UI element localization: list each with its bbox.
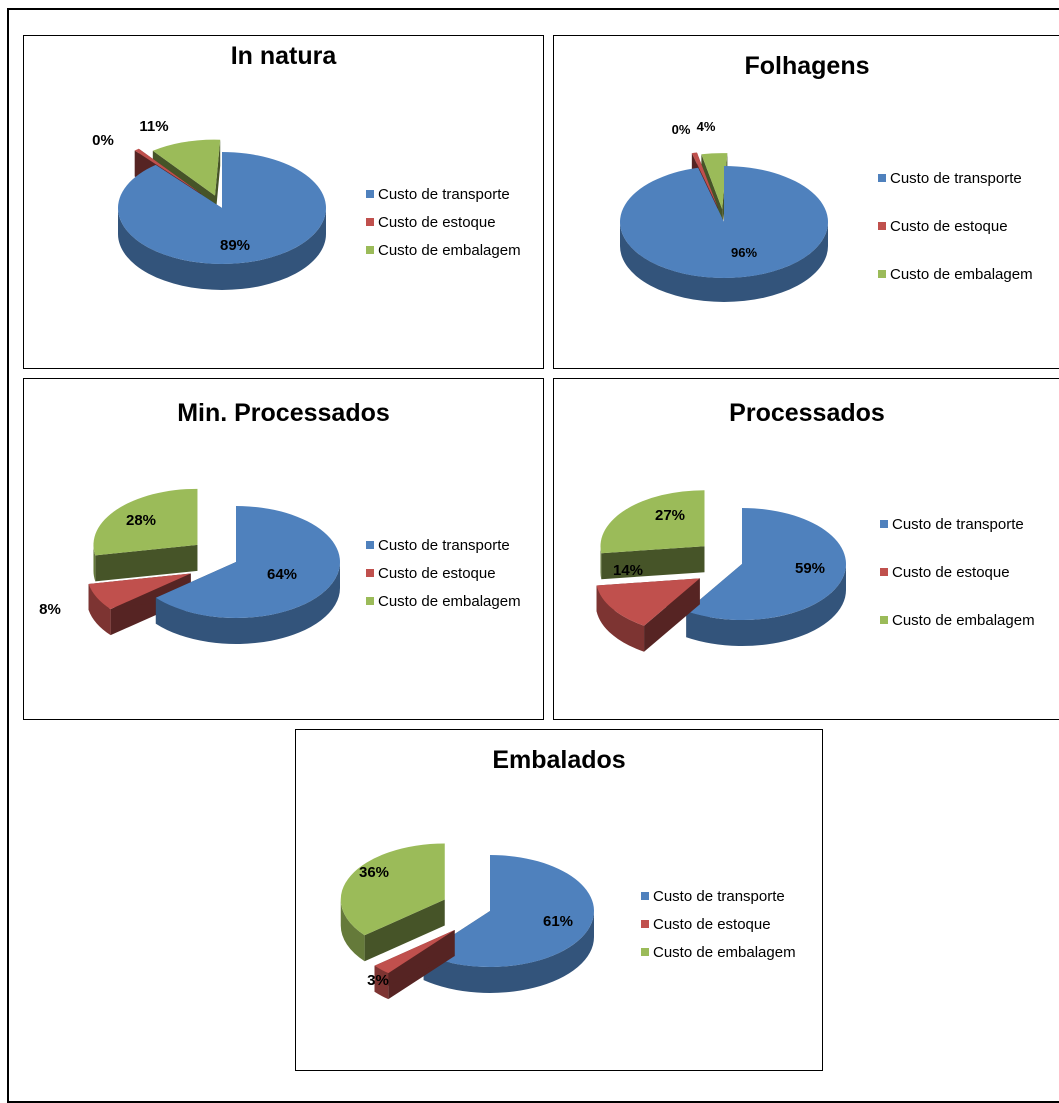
chart-title: Folhagens	[744, 52, 870, 80]
pie-slice-estoque	[374, 930, 455, 1000]
data-label-embalagem: 28%	[126, 512, 156, 529]
data-label-estoque: 0%	[672, 122, 691, 137]
legend-item-estoque: Custo de estoque	[366, 565, 496, 582]
data-label-embalagem: 36%	[359, 864, 389, 881]
data-label-embalagem: 27%	[655, 507, 685, 524]
data-label-transporte: 59%	[795, 560, 825, 577]
pie-chart: 96% 0% 4%	[619, 119, 828, 302]
pie-slice-transporte	[619, 166, 828, 302]
chart-title: Embalados	[492, 746, 626, 774]
legend-item-embalagem: Custo de embalagem	[366, 242, 521, 259]
legend-item-embalagem: Custo de embalagem	[366, 593, 521, 610]
legend-item-transporte: Custo de transporte	[366, 537, 510, 554]
pie-slice-embalagem	[93, 488, 198, 582]
legend-item-estoque: Custo de estoque	[366, 214, 496, 231]
legend-item-transporte: Custo de transporte	[366, 186, 510, 203]
pie-chart: 59% 14% 27%	[596, 490, 846, 652]
chart-title: Min. Processados	[177, 399, 390, 427]
data-label-embalagem: 4%	[697, 119, 716, 134]
chart-panel-embalados: Embalados 61% 3% 36% Custo de transporte C…	[295, 729, 823, 1071]
legend-item-transporte: Custo de transporte	[880, 516, 1024, 533]
data-label-transporte: 61%	[543, 913, 573, 930]
legend-item-embalagem: Custo de embalagem	[880, 612, 1035, 629]
chart-panel-folhagens: Folhagens 96% 0% 4% Custo de transporte Cu…	[553, 35, 1059, 369]
pie-chart: 61% 3% 36%	[340, 843, 594, 1000]
pie-slice-transporte	[117, 152, 326, 290]
chart-panel-min-processados: Min. Processados 64% 8% 28% Custo de trans…	[23, 378, 544, 720]
legend-item-estoque: Custo de estoque	[878, 218, 1008, 235]
pie-chart: 89% 0% 11%	[92, 118, 326, 290]
legend-item-transporte: Custo de transporte	[878, 170, 1022, 187]
data-label-embalagem: 11%	[139, 118, 168, 135]
chart-title: In natura	[230, 42, 337, 70]
pie-slice-embalagem	[600, 490, 705, 580]
pie-slice-estoque	[596, 578, 700, 652]
chart-panel-in-natura: In natura 89% 0% 11% Custo de transporte C…	[23, 35, 544, 369]
legend-item-estoque: Custo de estoque	[641, 916, 771, 933]
data-label-estoque: 3%	[367, 972, 389, 989]
data-label-estoque: 8%	[39, 601, 61, 618]
data-label-estoque: 0%	[92, 132, 114, 149]
legend-item-embalagem: Custo de embalagem	[878, 266, 1033, 283]
data-label-estoque: 14%	[613, 562, 643, 579]
pie-slice-transporte	[155, 506, 341, 644]
legend-item-embalagem: Custo de embalagem	[641, 944, 796, 961]
pie-chart: 64% 8% 28%	[39, 488, 341, 644]
legend-item-transporte: Custo de transporte	[641, 888, 785, 905]
data-label-transporte: 96%	[731, 245, 757, 260]
chart-panel-processados: Processados 59% 14% 27% Custo de transport…	[553, 378, 1059, 720]
pie-slice-transporte	[686, 508, 846, 646]
chart-title: Processados	[729, 399, 885, 427]
pie-slice-embalagem	[340, 843, 445, 962]
data-label-transporte: 89%	[220, 237, 250, 254]
data-label-transporte: 64%	[267, 566, 297, 583]
legend-item-estoque: Custo de estoque	[880, 564, 1010, 581]
